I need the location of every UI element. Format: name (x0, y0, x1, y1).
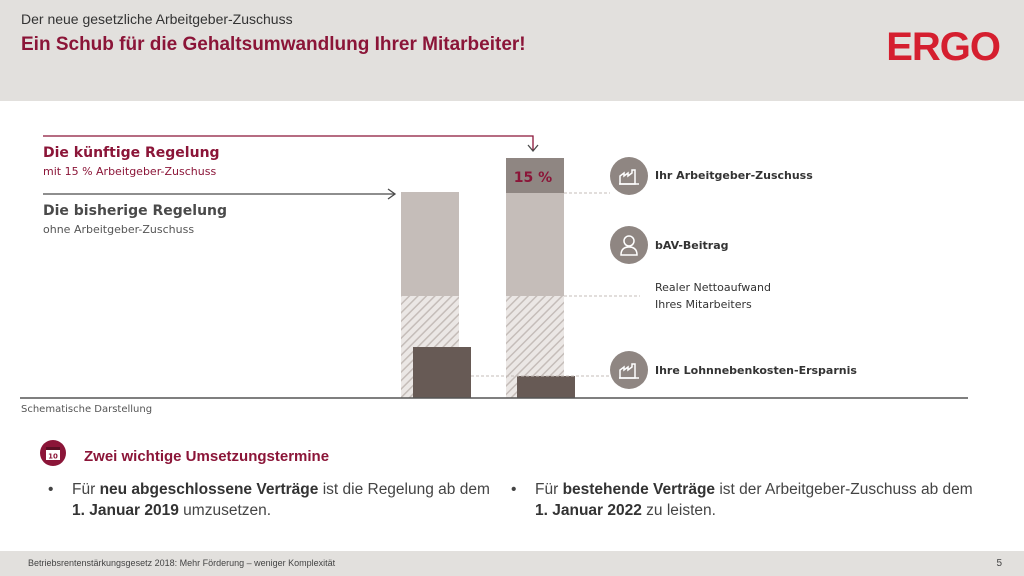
future-rule-subtitle: mit 15 % Arbeitgeber-Zuschuss (43, 165, 217, 178)
bullet-new-contracts: • Für neu abgeschlossene Verträge ist di… (48, 481, 490, 519)
dates-title: Zwei wichtige Umsetzungstermine (84, 448, 330, 465)
footer-text: Betriebsrentenstärkungsgesetz 2018: Mehr… (28, 558, 336, 568)
bar1-savings-portion (413, 347, 471, 398)
future-rule-arrow (43, 135, 534, 150)
legend-net-cost-line1: Realer Nettoaufwand (655, 281, 771, 294)
past-rule-subtitle: ohne Arbeitgeber-Zuschuss (43, 223, 195, 236)
calendar-number: 10 (48, 453, 58, 461)
footer-bar (0, 551, 1024, 576)
bar2-bav-portion (506, 193, 564, 296)
schematic-note: Schematische Darstellung (21, 404, 153, 415)
past-rule-title: Die bisherige Regelung (43, 203, 228, 219)
person-icon (610, 226, 648, 264)
page-number: 5 (996, 558, 1002, 569)
bullet-existing-contracts: • Für bestehende Verträge ist der Arbeit… (511, 481, 973, 519)
bar1-bav-portion (401, 192, 459, 296)
future-arrow-head (527, 144, 539, 153)
bar2-employer-portion (506, 158, 564, 193)
legend-employer-contribution: Ihr Arbeitgeber-Zuschuss (655, 169, 813, 182)
ergo-logo: ERGO (886, 25, 1001, 69)
bullet-dot: • (511, 481, 517, 498)
percent-label: 15 % (514, 170, 552, 186)
page-title: Ein Schub für die Gehaltsumwandlung Ihre… (21, 34, 526, 55)
bar2-savings-portion (517, 376, 575, 398)
legend-bav-contribution: bAV-Beitrag (655, 239, 729, 252)
legend-net-cost-line2: Ihres Mitarbeiters (655, 298, 752, 311)
factory-icon (610, 157, 648, 195)
bullet-dot: • (48, 481, 54, 498)
calendar-icon: 10 (40, 440, 66, 466)
past-arrow-head (387, 188, 397, 200)
factory-savings-icon (610, 351, 648, 389)
header-bar (0, 0, 1024, 101)
future-rule-title: Die künftige Regelung (43, 145, 220, 161)
header-subtitle: Der neue gesetzliche Arbeitgeber-Zuschus… (21, 11, 293, 27)
legend-savings: Ihre Lohnnebenkosten-Ersparnis (655, 364, 857, 377)
